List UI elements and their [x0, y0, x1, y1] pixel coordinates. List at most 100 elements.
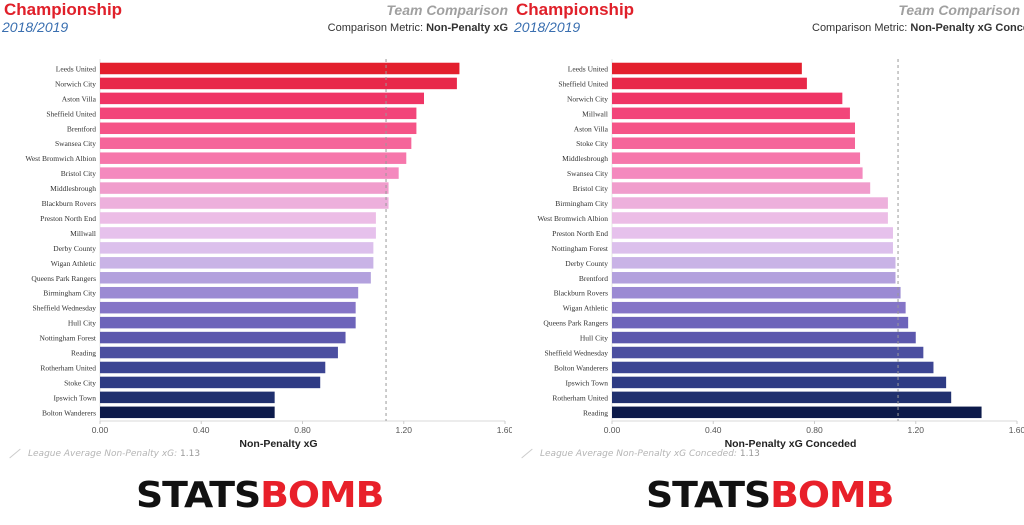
left-panel: Championship 2018/2019 Team Comparison C…: [2, 0, 512, 516]
category-label: Derby County: [53, 244, 96, 253]
bar: [100, 361, 326, 374]
category-label: West Bromwich Albion: [25, 154, 96, 163]
comparison-metric: Comparison Metric: Non-Penalty xG: [300, 22, 508, 34]
category-label: Sheffield Wednesday: [545, 349, 609, 358]
category-label: Millwall: [70, 229, 96, 238]
category-label: Wigan Athletic: [51, 259, 97, 268]
bar: [100, 227, 376, 239]
category-label: Aston Villa: [62, 94, 97, 103]
x-tick-label: 1.60: [1009, 425, 1024, 435]
bar: [612, 376, 947, 389]
x-tick-label: 0.00: [92, 425, 109, 435]
page-title: Championship: [4, 0, 123, 19]
bar: [612, 346, 924, 359]
bar: [100, 316, 356, 329]
team-comparison-header: Team Comparison: [898, 2, 1020, 18]
bar: [612, 301, 906, 314]
bar: [100, 197, 389, 209]
bar-chart-npxg-conceded: Leeds United Sheffield United Norwich City…: [537, 59, 1024, 450]
bar: [100, 122, 417, 135]
category-label: Swansea City: [567, 169, 608, 178]
bar: [612, 391, 952, 404]
bar-chart-npxg: Leeds United Norwich City Aston Villa Sheff…: [25, 59, 512, 450]
bar: [100, 107, 417, 120]
x-tick-label: 0.00: [604, 425, 621, 435]
x-axis-title: Non-Penalty xG: [239, 438, 317, 450]
bar: [100, 257, 374, 269]
logo-stats: STATS: [136, 475, 261, 516]
bar: [100, 92, 424, 105]
bar: [612, 167, 863, 179]
category-label: Norwich City: [55, 79, 96, 88]
category-label: Hull City: [68, 319, 96, 328]
category-label: Middlesbrough: [562, 154, 608, 163]
avg-note-label: League Average Non-Penalty xG Conceded:: [540, 449, 737, 459]
bar: [100, 272, 371, 284]
category-label: Sheffield United: [46, 109, 96, 118]
x-tick-label: 0.40: [705, 425, 722, 435]
bar: [612, 272, 896, 284]
category-label: Millwall: [582, 109, 608, 118]
metric-name: Non-Penalty xG: [426, 22, 508, 34]
bar: [100, 137, 412, 149]
avg-note-value: 1.13: [739, 449, 760, 459]
category-label: Rotherham United: [40, 363, 96, 372]
category-label: Blackburn Rovers: [42, 199, 96, 208]
category-label: Sheffield Wednesday: [33, 304, 97, 313]
category-label: Nottingham Forest: [40, 334, 97, 343]
category-label: Ipswich Town: [54, 393, 97, 402]
category-label: Brentford: [579, 274, 608, 283]
bar: [612, 197, 888, 209]
bar: [612, 227, 893, 239]
category-label: Swansea City: [55, 139, 96, 148]
bar: [612, 406, 982, 419]
bar: [100, 346, 338, 359]
bar: [100, 286, 359, 299]
bar: [612, 152, 861, 164]
metric-prefix: Comparison Metric:: [327, 22, 424, 34]
category-label: Leeds United: [568, 64, 608, 73]
bar: [612, 77, 807, 90]
season-label: 2018/2019: [2, 19, 69, 35]
bar: [100, 331, 346, 344]
avg-note-value: 1.13: [180, 449, 201, 459]
x-tick-label: 1.60: [497, 425, 512, 435]
bar: [100, 182, 389, 194]
statsbomb-logo: STATSBOMB: [136, 475, 384, 516]
x-tick-label: 1.20: [907, 425, 924, 435]
bar: [612, 62, 802, 75]
logo-bomb: BOMB: [260, 475, 384, 516]
category-label: Hull City: [580, 334, 608, 343]
bar: [100, 376, 321, 389]
category-label: Stoke City: [64, 378, 96, 387]
bar: [612, 316, 909, 329]
bar: [612, 92, 843, 105]
category-label: Preston North End: [552, 229, 608, 238]
reference-line-icon: [9, 448, 21, 459]
league-average-note: League Average Non-Penalty xG Conceded: …: [520, 448, 760, 459]
team-comparison-header: Team Comparison: [386, 2, 508, 18]
bar: [612, 242, 893, 254]
logo-bomb: BOMB: [770, 475, 894, 516]
bar: [100, 301, 356, 314]
x-axis-title: Non-Penalty xG Conceded: [725, 438, 857, 450]
category-label: Wigan Athletic: [563, 304, 609, 313]
category-label: Bristol City: [573, 184, 608, 193]
avg-note-label: League Average Non-Penalty xG:: [28, 449, 178, 459]
category-label: Reading: [583, 408, 608, 417]
bar: [612, 122, 855, 135]
category-label: Middlesbrough: [50, 184, 96, 193]
right-panel: Championship 2018/2019 Team Comparison C…: [512, 0, 1024, 525]
league-average-note: League Average Non-Penalty xG: 1.13: [8, 448, 201, 459]
statsbomb-logo: STATSBOMB: [646, 476, 894, 516]
category-label: Birmingham City: [555, 199, 608, 208]
page-title: Championship: [516, 0, 635, 19]
bar: [100, 152, 407, 164]
bar: [612, 257, 896, 269]
metric-name: Non-Penalty xG Conceded: [910, 22, 1024, 34]
category-label: Aston Villa: [574, 124, 609, 133]
category-label: Nottingham Forest: [552, 244, 609, 253]
bar: [612, 286, 901, 299]
bar: [612, 137, 855, 149]
category-label: Rotherham United: [552, 393, 608, 402]
